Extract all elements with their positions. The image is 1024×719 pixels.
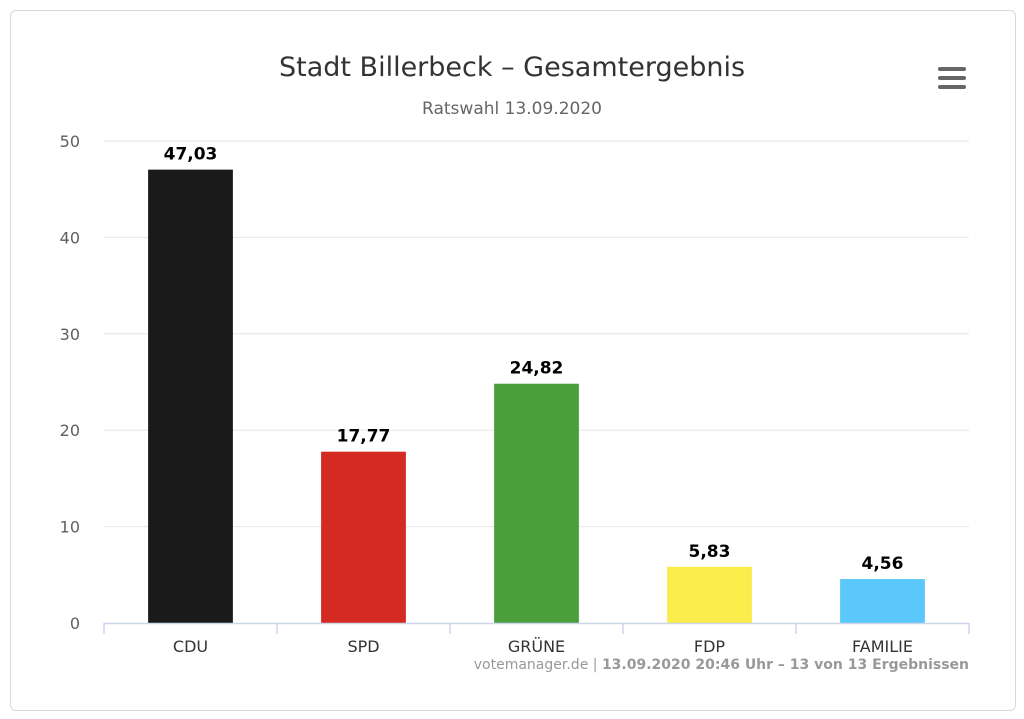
chart-title: Stadt Billerbeck – Gesamtergebnis [278, 52, 746, 83]
credits[interactable]: votemanager.de | 13.09.2020 20:46 Uhr – … [474, 657, 969, 673]
data-label: 47,03 [164, 145, 218, 165]
y-tick-label: 20 [60, 421, 80, 440]
y-axis-ticks: 0 10 20 30 40 50 [60, 132, 80, 633]
grid-lines [104, 140, 969, 528]
chart-subtitle: Ratswahl 13.09.2020 [422, 99, 602, 119]
credit-separator: | [588, 657, 602, 673]
bars [148, 169, 925, 623]
bar-spd[interactable] [321, 451, 406, 623]
bar-cdu[interactable] [148, 169, 233, 623]
credit-status: 13.09.2020 20:46 Uhr – 13 von 13 Ergebni… [601, 657, 969, 673]
y-tick-label: 40 [60, 228, 80, 247]
bar-familie[interactable] [840, 579, 925, 623]
data-label: 17,77 [337, 427, 391, 447]
x-category-label: FAMILIE [852, 637, 913, 656]
bar-fdp[interactable] [667, 566, 752, 623]
y-tick-label: 50 [60, 132, 80, 151]
menu-bar [938, 85, 966, 89]
credit-source[interactable]: votemanager.de [473, 657, 589, 673]
menu-bar [938, 76, 966, 80]
x-axis: CDU SPD GRÜNE FDP FAMILIE [103, 622, 970, 656]
bar-grüne[interactable] [494, 383, 579, 623]
menu-bar [938, 67, 966, 71]
x-category-label: FDP [694, 637, 726, 656]
data-label: 24,82 [510, 359, 564, 379]
hamburger-menu-icon[interactable] [935, 65, 969, 91]
y-tick-label: 30 [60, 325, 80, 344]
x-category-label: GRÜNE [508, 637, 565, 656]
x-category-label: CDU [173, 637, 208, 656]
data-label: 5,83 [689, 542, 731, 562]
y-tick-label: 0 [70, 614, 80, 633]
data-label: 4,56 [862, 554, 904, 574]
x-category-label: SPD [347, 637, 379, 656]
data-labels: 47,03 17,77 24,82 5,83 4,56 [164, 145, 904, 574]
y-tick-label: 10 [60, 518, 80, 537]
